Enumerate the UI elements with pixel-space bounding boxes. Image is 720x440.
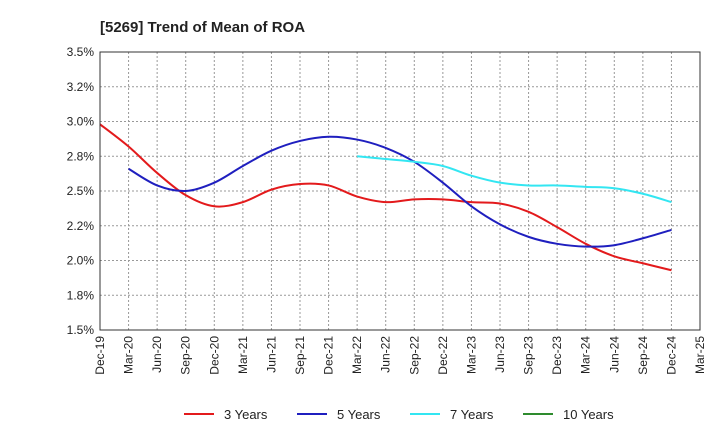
plot-frame — [99, 51, 701, 331]
x-tick-label: Mar-23 — [464, 336, 478, 374]
x-tick-label: Jun-23 — [493, 336, 507, 373]
legend-label-5-years: 5 Years — [337, 407, 381, 422]
x-tick-label: Jun-20 — [150, 336, 164, 373]
y-tick-label: 2.5% — [67, 184, 95, 198]
x-tick-label: Jun-24 — [607, 336, 621, 373]
x-tick-label: Sep-24 — [636, 336, 650, 375]
y-axis-ticks: 3.5% 3.2% 3.0% 2.8% 2.5% 2.2% 2.0% 1.8% 1.5% — [67, 45, 95, 337]
x-tick-label: Dec-24 — [664, 336, 678, 375]
x-tick-label: Jun-22 — [379, 336, 393, 373]
x-tick-label: Mar-25 — [693, 336, 707, 374]
x-tick-label: Dec-21 — [322, 336, 336, 375]
x-tick-label: Jun-21 — [264, 336, 278, 373]
x-tick-label: Mar-24 — [579, 336, 593, 374]
x-tick-label: Dec-23 — [550, 336, 564, 375]
series-line-5-years — [128, 135, 672, 248]
x-tick-label: Mar-20 — [122, 336, 136, 374]
x-tick-label: Sep-22 — [407, 336, 421, 375]
y-tick-label: 2.0% — [67, 254, 95, 268]
x-tick-label: Dec-22 — [436, 336, 450, 375]
y-tick-label: 3.5% — [67, 45, 95, 59]
legend-label-7-years: 7 Years — [450, 407, 494, 422]
series-line-7-years — [357, 155, 672, 204]
y-tick-label: 2.2% — [67, 219, 95, 233]
x-tick-label: Sep-23 — [522, 336, 536, 375]
legend-label-10-years: 10 Years — [563, 407, 614, 422]
y-tick-label: 2.8% — [67, 149, 95, 163]
legend: 3 Years 5 Years 7 Years 10 Years — [184, 407, 614, 422]
y-tick-label: 1.8% — [67, 288, 95, 302]
x-tick-label: Mar-21 — [236, 336, 250, 374]
x-tick-label: Dec-19 — [93, 336, 107, 375]
y-tick-label: 3.2% — [67, 80, 95, 94]
x-tick-label: Sep-20 — [179, 336, 193, 375]
series-line-3-years — [99, 123, 672, 272]
x-tick-label: Dec-20 — [207, 336, 221, 375]
x-axis-ticks: Dec-19 Mar-20 Jun-20 Sep-20 Dec-20 Mar-21 Jun-… — [93, 336, 707, 375]
series-lines — [99, 123, 672, 272]
x-tick-label: Sep-21 — [293, 336, 307, 375]
chart-title: [5269] Trend of Mean of ROA — [100, 19, 305, 36]
y-tick-label: 3.0% — [67, 115, 95, 129]
y-tick-label: 1.5% — [67, 323, 95, 337]
x-tick-label: Mar-22 — [350, 336, 364, 374]
legend-label-3-years: 3 Years — [224, 407, 268, 422]
